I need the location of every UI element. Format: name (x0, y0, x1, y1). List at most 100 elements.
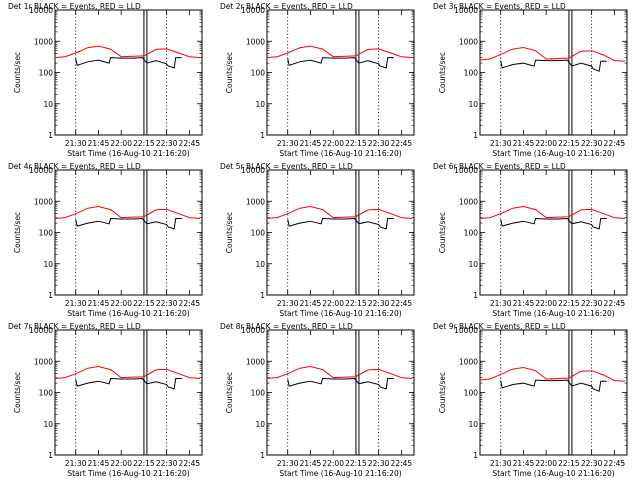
x-axis-label: Start Time (16-Aug-10 21:16:20) (279, 469, 401, 478)
x-tick-label: 21:45 (88, 299, 110, 308)
series-black (287, 377, 394, 390)
x-tick-label: 22:00 (322, 139, 344, 148)
y-tick-label: 10 (468, 260, 478, 269)
panel-title: Det 1r BLACK = Events, RED = LLD (8, 2, 141, 11)
x-tick-label: 22:30 (156, 299, 178, 308)
x-tick-label: 22:30 (581, 299, 603, 308)
y-axis-label: Counts/sec (438, 212, 447, 253)
series-red (266, 205, 413, 219)
x-tick-label: 21:45 (88, 459, 110, 468)
panel-title: Det 6r BLACK = Events, RED = LLD (433, 162, 566, 171)
series-black (500, 59, 607, 72)
plot-frame (479, 169, 628, 296)
plot-frame (54, 169, 203, 296)
series-red (54, 365, 201, 379)
x-tick-label: 22:45 (391, 299, 413, 308)
y-tick-label: 100 (251, 389, 266, 398)
y-tick-label: 10 (255, 260, 265, 269)
y-tick-label: 1 (48, 291, 53, 300)
y-axis-label: Counts/sec (13, 372, 22, 413)
x-tick-label: 21:30 (277, 299, 299, 308)
y-axis-label: Counts/sec (13, 52, 22, 93)
y-tick-label: 10 (255, 100, 265, 109)
x-tick-label: 22:00 (322, 299, 344, 308)
y-tick-label: 1000 (459, 197, 478, 206)
y-tick-label: 10 (43, 260, 53, 269)
x-tick-label: 22:00 (110, 299, 132, 308)
x-axis-label: Start Time (16-Aug-10 21:16:20) (67, 309, 189, 318)
x-axis-label: Start Time (16-Aug-10 21:16:20) (279, 149, 401, 158)
y-tick-label: 10 (43, 100, 53, 109)
y-tick-label: 10000 (241, 6, 265, 15)
y-tick-label: 1 (473, 131, 478, 140)
panel-title: Det 2r BLACK = Events, RED = LLD (220, 2, 353, 11)
x-tick-label: 22:45 (179, 459, 201, 468)
y-tick-label: 1 (473, 451, 478, 460)
x-tick-label: 22:45 (604, 459, 626, 468)
panel-title: Det 5r BLACK = Events, RED = LLD (220, 162, 353, 171)
y-tick-label: 10000 (29, 166, 53, 175)
y-tick-label: 10000 (29, 6, 53, 15)
x-tick-label: 22:45 (604, 299, 626, 308)
series-red (266, 45, 413, 59)
x-tick-label: 22:30 (368, 299, 390, 308)
panel-title: Det 3r BLACK = Events, RED = LLD (433, 2, 566, 11)
y-tick-label: 1000 (34, 357, 53, 366)
panel-3: Det 3r BLACK = Events, RED = LLD 1 10 100 10… (433, 2, 628, 158)
x-axis-label: Start Time (16-Aug-10 21:16:20) (279, 309, 401, 318)
plot-frame (54, 329, 203, 456)
x-tick-label: 22:30 (581, 459, 603, 468)
y-axis-label: Counts/sec (225, 212, 234, 253)
x-tick-label: 21:30 (490, 459, 512, 468)
x-tick-label: 22:00 (535, 459, 557, 468)
y-axis-label: Counts/sec (225, 52, 234, 93)
y-tick-label: 10 (468, 100, 478, 109)
x-tick-label: 22:45 (179, 299, 201, 308)
x-tick-label: 22:00 (322, 459, 344, 468)
y-tick-label: 100 (39, 69, 54, 78)
x-tick-label: 22:30 (156, 459, 178, 468)
x-tick-label: 22:00 (535, 299, 557, 308)
series-black (75, 217, 182, 230)
series-red (479, 205, 626, 219)
x-tick-label: 21:30 (277, 459, 299, 468)
x-tick-label: 22:15 (133, 139, 155, 148)
series-red (266, 365, 413, 379)
x-tick-label: 22:15 (345, 459, 367, 468)
x-tick-label: 21:45 (300, 139, 322, 148)
series-black (500, 379, 607, 392)
panel-9: Det 9r BLACK = Events, RED = LLD 1 10 100 10… (433, 322, 628, 478)
y-tick-label: 100 (464, 229, 479, 238)
y-tick-label: 1 (260, 451, 265, 460)
x-tick-label: 22:30 (581, 139, 603, 148)
x-tick-label: 22:00 (110, 459, 132, 468)
x-axis-label: Start Time (16-Aug-10 21:16:20) (492, 309, 614, 318)
x-tick-label: 22:15 (558, 459, 580, 468)
x-tick-label: 22:45 (391, 459, 413, 468)
series-red (479, 46, 626, 62)
plot-frame (54, 9, 203, 136)
x-axis-label: Start Time (16-Aug-10 21:16:20) (67, 149, 189, 158)
x-tick-label: 21:30 (490, 139, 512, 148)
y-tick-label: 1 (473, 291, 478, 300)
series-black (75, 377, 182, 390)
panel-6: Det 6r BLACK = Events, RED = LLD 1 10 100 10… (433, 162, 628, 318)
y-axis-label: Counts/sec (13, 212, 22, 253)
x-tick-label: 21:45 (513, 459, 535, 468)
x-tick-label: 22:30 (156, 139, 178, 148)
plot-frame (479, 329, 628, 456)
y-tick-label: 1000 (459, 357, 478, 366)
y-tick-label: 1000 (459, 37, 478, 46)
x-tick-label: 21:30 (65, 459, 87, 468)
panel-7: Det 7r BLACK = Events, RED = LLD 1 10 100 10… (8, 322, 203, 478)
x-tick-label: 21:45 (300, 459, 322, 468)
x-tick-label: 22:00 (110, 139, 132, 148)
x-tick-label: 21:45 (88, 139, 110, 148)
y-tick-label: 10 (43, 420, 53, 429)
y-tick-label: 100 (251, 229, 266, 238)
x-tick-label: 22:15 (133, 299, 155, 308)
x-tick-label: 21:30 (490, 299, 512, 308)
panel-1: Det 1r BLACK = Events, RED = LLD 1 10 100 10… (8, 2, 203, 158)
panel-title: Det 4r BLACK = Events, RED = LLD (8, 162, 141, 171)
